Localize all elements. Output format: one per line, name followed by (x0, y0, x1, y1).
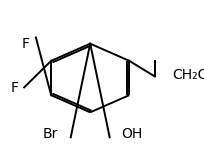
Text: CH₂OH: CH₂OH (171, 68, 204, 82)
Text: F: F (22, 37, 30, 51)
Text: Br: Br (43, 127, 58, 141)
Text: F: F (10, 81, 18, 95)
Text: OH: OH (120, 127, 142, 141)
